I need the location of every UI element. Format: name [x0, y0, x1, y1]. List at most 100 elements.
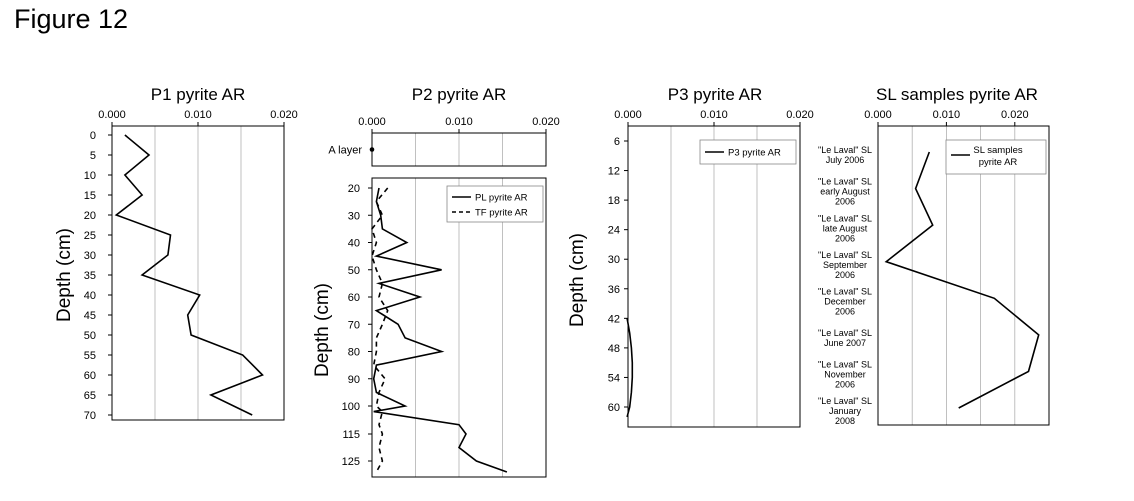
chart-title: P2 pyrite AR — [412, 85, 507, 104]
y-tick-label: 6 — [614, 136, 620, 148]
p1-series-line — [114, 134, 264, 416]
y-tick-label: 60 — [84, 370, 96, 382]
y-tick-label: 15 — [84, 190, 96, 202]
x-tick-label: 0.000 — [864, 109, 892, 121]
category-label-line: late August — [823, 223, 868, 233]
sl-series-line — [884, 151, 1040, 409]
x-tick-label: 0.020 — [270, 109, 298, 121]
x-tick-label: 0.010 — [184, 109, 212, 121]
legend-label: TF pyrite AR — [475, 208, 528, 219]
category-label-line: 2008 — [835, 416, 855, 426]
category-label-line: 2006 — [835, 270, 855, 280]
y-tick-label: 48 — [608, 343, 620, 355]
a-layer-label: A layer — [328, 145, 362, 157]
x-tick-label: 0.010 — [445, 116, 473, 128]
y-tick-label: 40 — [84, 290, 96, 302]
category-label-line: 2006 — [835, 233, 855, 243]
y-tick-label: 55 — [84, 350, 96, 362]
x-tick-label: 0.020 — [532, 116, 560, 128]
pl-series-line — [372, 187, 508, 473]
y-tick-label: 50 — [84, 330, 96, 342]
y-tick-label: 18 — [608, 195, 620, 207]
y-tick-label: 5 — [90, 150, 96, 162]
y-tick-label: 65 — [84, 390, 96, 402]
y-tick-label: 12 — [608, 166, 620, 178]
chart-title: P1 pyrite AR — [151, 85, 246, 104]
category-label-line: "Le Laval" SL — [818, 286, 872, 296]
legend-label: PL pyrite AR — [475, 193, 528, 204]
y-axis-label: Depth (cm) — [312, 283, 333, 377]
y-tick-label: 100 — [342, 401, 360, 413]
legend-label: P3 pyrite AR — [728, 148, 781, 159]
legend-box — [446, 185, 544, 223]
category-label-line: 2006 — [835, 197, 855, 207]
x-tick-label: 0.000 — [358, 116, 386, 128]
y-tick-label: 24 — [608, 225, 620, 237]
category-label-line: 2006 — [835, 380, 855, 390]
y-tick-label: 90 — [348, 374, 360, 386]
plot-frame — [877, 125, 1050, 426]
x-tick-label: 0.000 — [98, 109, 126, 121]
y-axis-label: Depth (cm) — [567, 233, 588, 327]
category-label-line: "Le Laval" SL — [818, 360, 872, 370]
category-label-line: September — [823, 260, 867, 270]
x-tick-label: 0.020 — [1001, 109, 1029, 121]
y-tick-label: 40 — [348, 238, 360, 250]
category-label-line: January — [829, 406, 862, 416]
category-label-line: "Le Laval" SL — [818, 145, 872, 155]
legend-label: pyrite AR — [979, 157, 1018, 168]
y-tick-label: 50 — [348, 265, 360, 277]
category-label-line: "Le Laval" SL — [818, 213, 872, 223]
y-tick-label: 30 — [84, 250, 96, 262]
p3-series-line — [626, 318, 634, 418]
legend-label: SL samples — [973, 145, 1023, 156]
category-label-line: July 2006 — [826, 155, 865, 165]
y-tick-label: 30 — [348, 210, 360, 222]
chart-title: P3 pyrite AR — [668, 85, 763, 104]
category-label-line: "Le Laval" SL — [818, 250, 872, 260]
y-tick-label: 70 — [84, 410, 96, 422]
p2-main-frame — [371, 177, 547, 478]
x-tick-label: 0.010 — [933, 109, 961, 121]
a-layer-point — [369, 147, 375, 152]
y-tick-label: 42 — [608, 313, 620, 325]
y-tick-label: 60 — [608, 402, 620, 414]
legend-box — [945, 139, 1047, 175]
category-label-line: December — [824, 296, 866, 306]
y-tick-label: 115 — [342, 429, 360, 441]
y-tick-label: 54 — [608, 372, 620, 384]
category-label-line: "Le Laval" SL — [818, 177, 872, 187]
category-label-line: 2006 — [835, 306, 855, 316]
y-tick-label: 36 — [608, 284, 620, 296]
y-tick-label: 10 — [84, 170, 96, 182]
y-tick-label: 20 — [348, 183, 360, 195]
category-label-line: "Le Laval" SL — [818, 328, 872, 338]
y-tick-label: 60 — [348, 292, 360, 304]
y-tick-label: 25 — [84, 230, 96, 242]
y-tick-label: 125 — [342, 456, 360, 468]
category-label-line: June 2007 — [824, 338, 866, 348]
x-tick-label: 0.010 — [700, 109, 728, 121]
category-label-line: November — [824, 370, 866, 380]
category-label-line: "Le Laval" SL — [818, 396, 872, 406]
y-tick-label: 30 — [608, 254, 620, 266]
x-tick-label: 0.000 — [614, 109, 642, 121]
chart-title: SL samples pyrite AR — [876, 85, 1038, 104]
y-tick-label: 0 — [90, 130, 96, 142]
y-tick-label: 35 — [84, 270, 96, 282]
y-tick-label: 80 — [348, 347, 360, 359]
y-tick-label: 45 — [84, 310, 96, 322]
x-tick-label: 0.020 — [786, 109, 814, 121]
category-label-line: early August — [820, 187, 870, 197]
y-tick-label: 70 — [348, 319, 360, 331]
y-tick-label: 20 — [84, 210, 96, 222]
y-axis-label: Depth (cm) — [54, 228, 75, 322]
